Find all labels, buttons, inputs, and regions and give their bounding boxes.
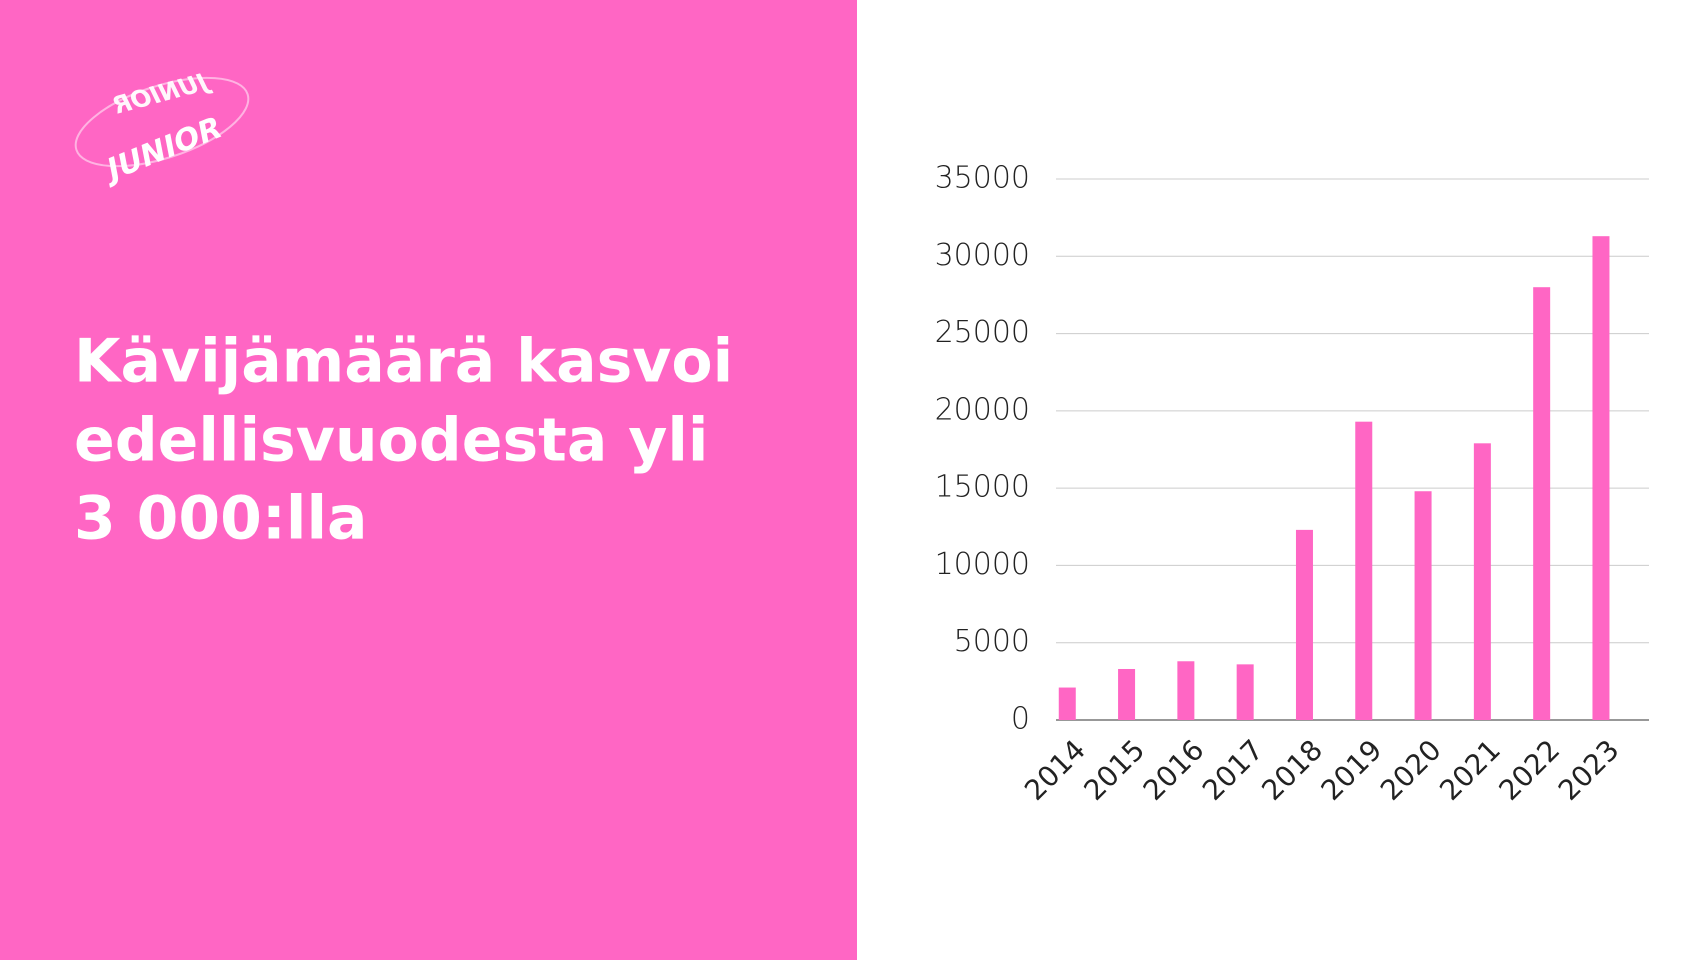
logo-ring [74, 76, 250, 168]
y-tick-label: 0 [1011, 702, 1030, 737]
headline-line: edellisvuodesta yli [74, 406, 708, 476]
headline-line: 3 000:lla [74, 484, 368, 554]
bar [1414, 491, 1432, 720]
x-tick-label: 2022 [1493, 733, 1567, 807]
y-tick-label: 5000 [954, 624, 1030, 659]
x-tick-label: 2017 [1196, 733, 1270, 807]
bar [1473, 443, 1491, 720]
bar [1236, 664, 1254, 720]
y-tick-label: 30000 [935, 238, 1030, 273]
x-tick-label: 2020 [1374, 733, 1448, 807]
bar [1058, 687, 1076, 720]
x-tick-label: 2015 [1077, 733, 1151, 807]
x-tick-label: 2019 [1315, 733, 1389, 807]
x-tick-label: 2014 [1018, 733, 1092, 807]
bar [1118, 668, 1136, 720]
bar [1592, 236, 1610, 721]
bar [1177, 661, 1195, 720]
left-panel [0, 0, 857, 960]
bar [1295, 529, 1313, 720]
y-tick-label: 10000 [935, 547, 1030, 582]
y-tick-label: 15000 [935, 470, 1030, 505]
bar [1533, 287, 1551, 720]
x-tick-label: 2016 [1137, 733, 1211, 807]
x-tick-label: 2021 [1433, 733, 1507, 807]
x-tick-label: 2023 [1552, 733, 1626, 807]
x-tick-label: 2018 [1255, 733, 1329, 807]
headline-line: Kävijämäärä kasvoi [74, 327, 733, 397]
bar [1355, 421, 1373, 720]
y-tick-label: 20000 [935, 392, 1030, 427]
y-tick-label: 35000 [935, 161, 1030, 196]
y-tick-label: 25000 [935, 315, 1030, 350]
